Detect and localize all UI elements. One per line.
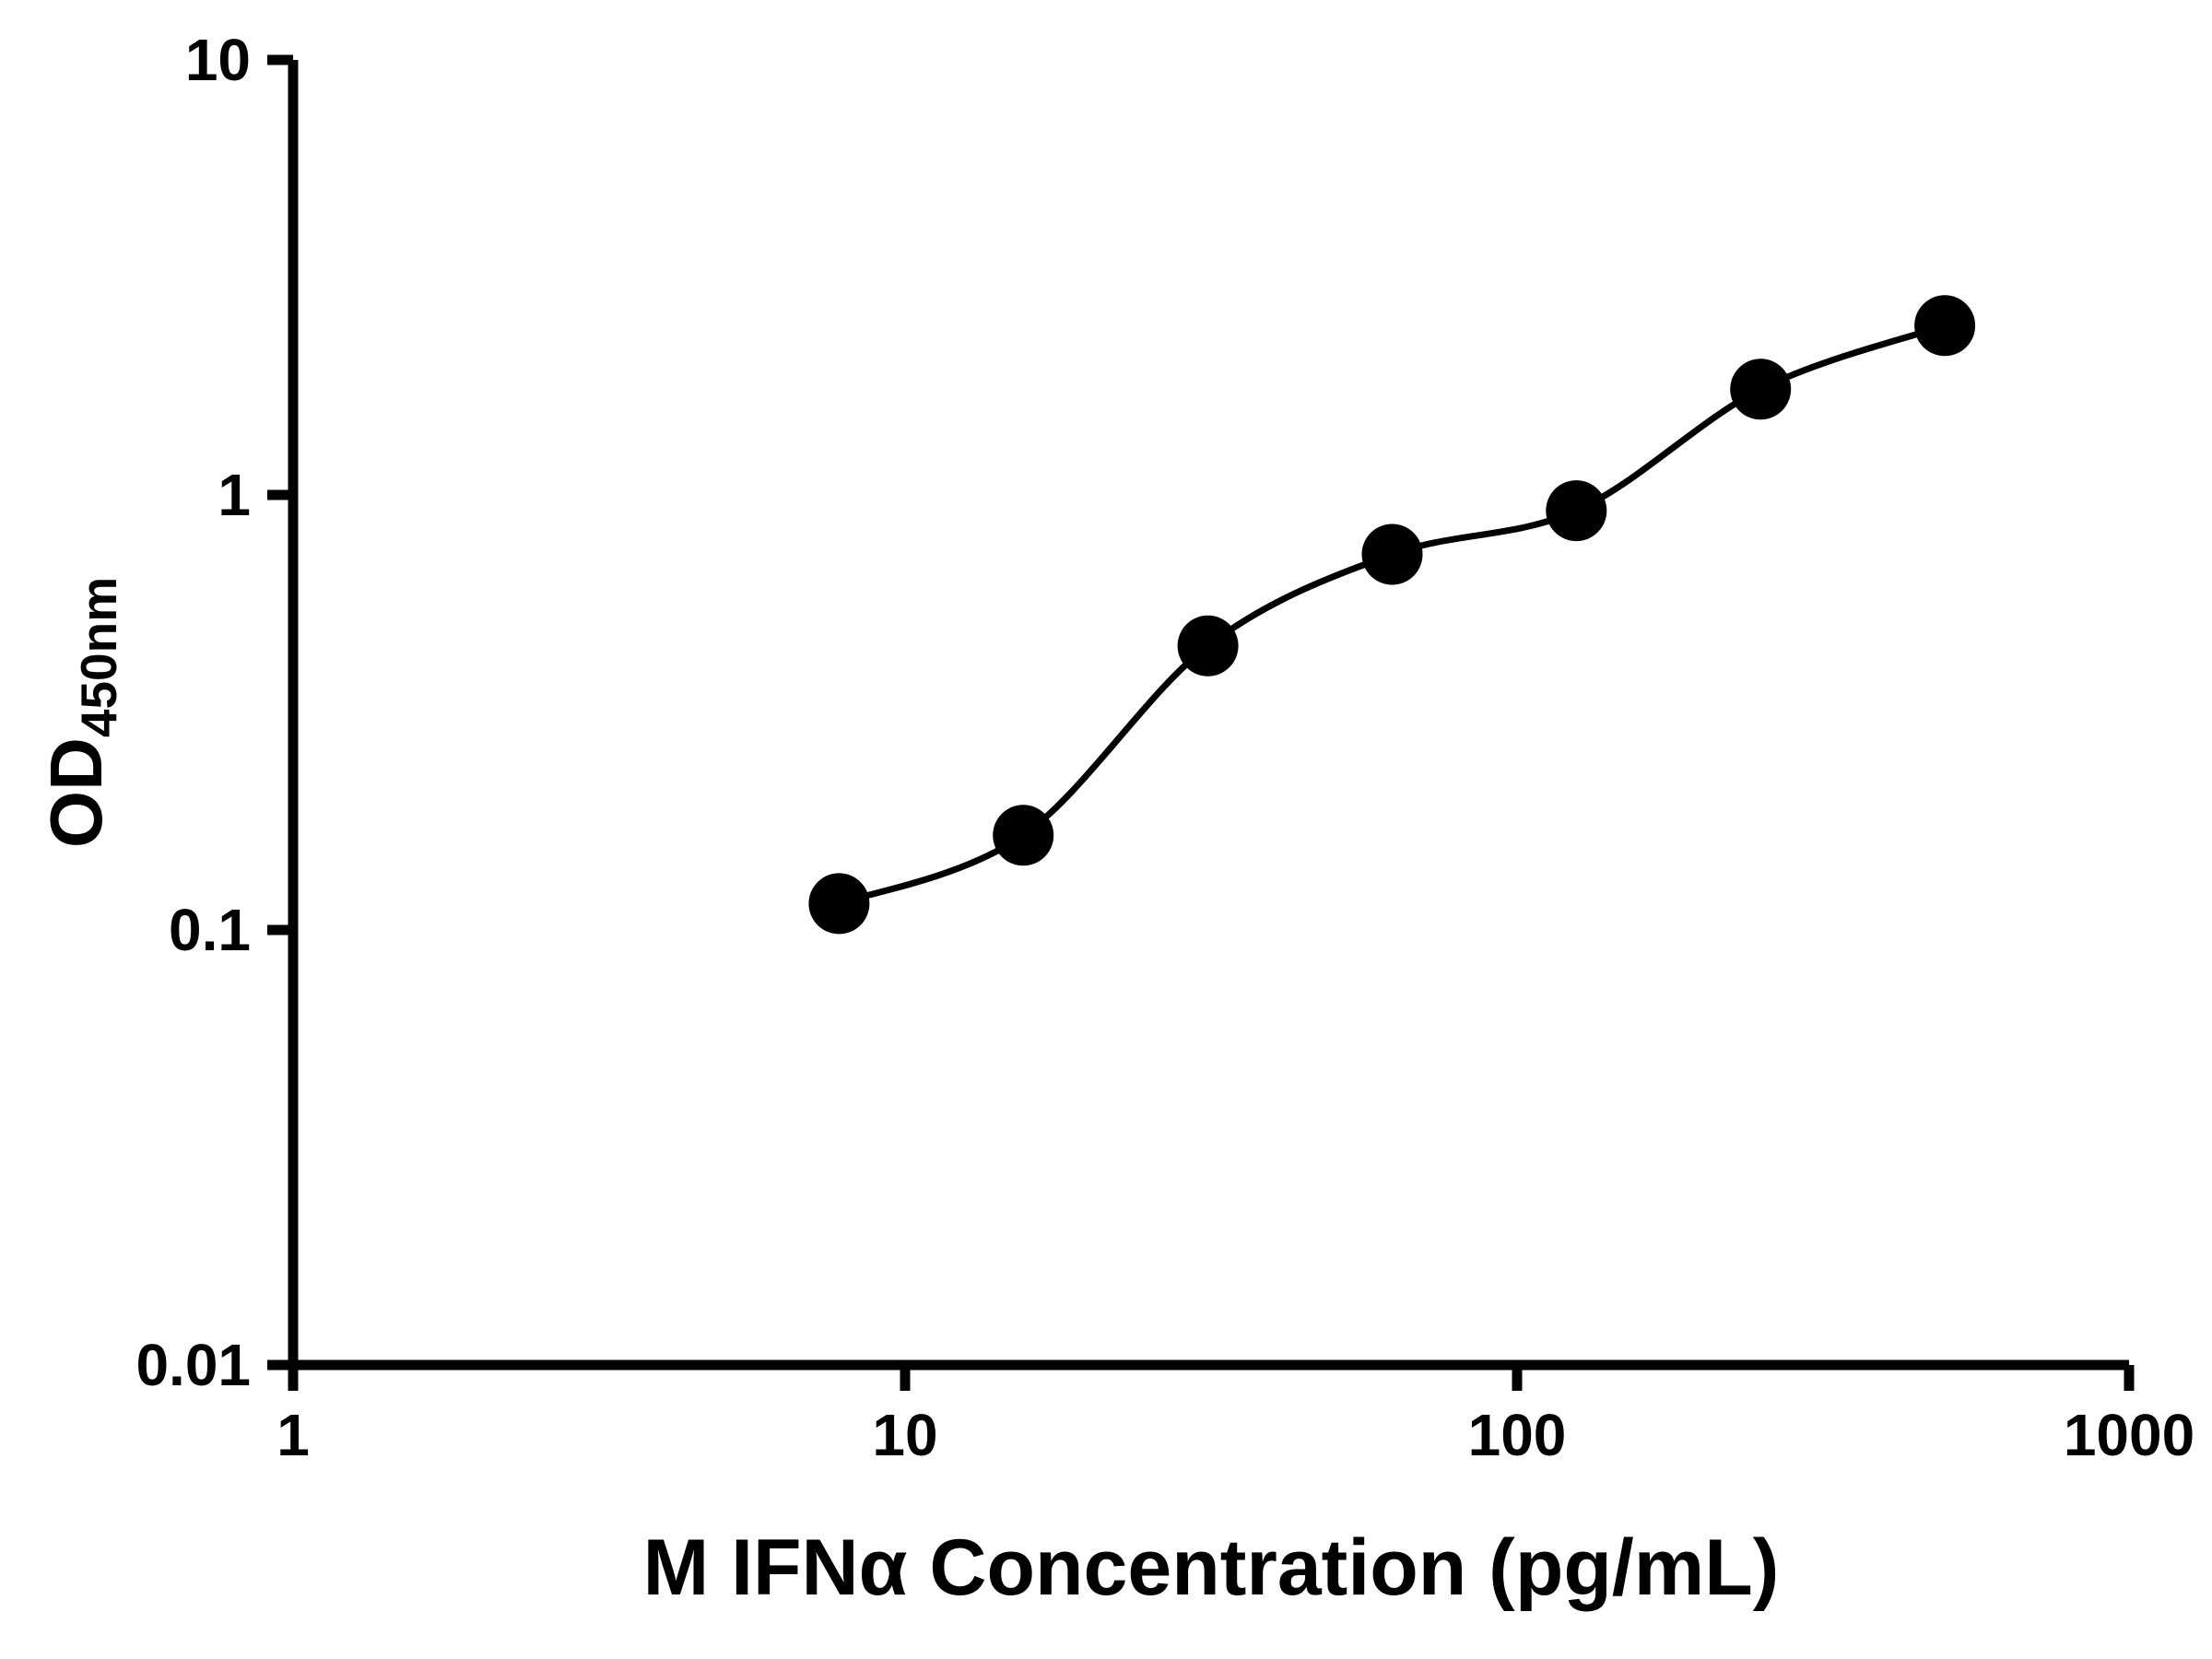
x-tick-label: 1000 — [2064, 1402, 2194, 1468]
x-tick-label: 10 — [872, 1402, 937, 1468]
x-axis-label: M IFNα Concentration (pg/mL) — [642, 1524, 1780, 1612]
y-axis-label-sub: 450nm — [70, 576, 127, 738]
data-point — [1730, 359, 1792, 420]
data-point — [1361, 524, 1423, 585]
axes-spines — [288, 60, 2129, 1371]
data-point — [993, 805, 1054, 866]
y-tick-label: 0.01 — [135, 1332, 251, 1398]
x-tick-label: 1 — [276, 1402, 310, 1468]
y-tick-label: 0.1 — [169, 897, 251, 963]
data-point — [1914, 295, 1976, 357]
data-point — [1177, 615, 1239, 677]
y-axis-label-main: OD — [35, 737, 117, 849]
x-tick-label: 100 — [1468, 1402, 1567, 1468]
y-tick-label: 10 — [185, 27, 251, 93]
y-tick-label: 1 — [218, 462, 251, 528]
data-point — [1546, 480, 1607, 542]
data-point — [808, 873, 870, 935]
y-axis-label: OD450nm — [34, 577, 128, 848]
